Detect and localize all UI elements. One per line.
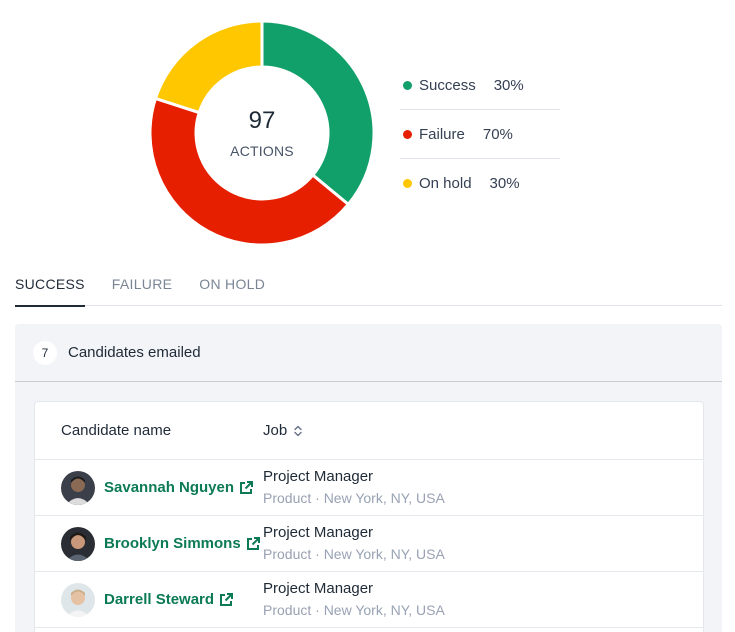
job-title: Project Manager (263, 524, 374, 541)
external-link-icon[interactable] (246, 536, 260, 551)
legend-value: 30% (493, 76, 524, 94)
candidate-cell: Darrell Steward (35, 582, 263, 617)
legend-item-on-hold: On hold 30% (400, 159, 560, 208)
column-header-job-label: Job (263, 422, 288, 439)
table-header: Candidate name Job (35, 402, 703, 460)
donut-center: 97 ACTIONS (149, 20, 375, 246)
donut-segment-failure (149, 96, 351, 246)
legend-value: 70% (482, 125, 513, 143)
status-tabs: SUCCESS FAILURE ON HOLD (15, 262, 722, 307)
job-cell: Project Manager Product · New York, NY, … (263, 580, 445, 619)
external-link-icon[interactable] (239, 480, 254, 495)
job-details: Product · New York, NY, USA (263, 602, 445, 618)
avatar (61, 582, 95, 617)
tab-success[interactable]: SUCCESS (15, 262, 85, 307)
tab-failure[interactable]: FAILURE (111, 276, 173, 292)
panel-header: 7 Candidates emailed (15, 324, 722, 382)
chart-legend: Success 30% Failure 70% On hold 30% (400, 61, 560, 208)
candidate-cell: Savannah Nguyen (35, 470, 263, 505)
actions-count: 97 (248, 107, 276, 134)
column-header-candidate-name: Candidate name (61, 422, 172, 439)
job-cell: Project Manager Product · New York, NY, … (263, 468, 445, 507)
donut-segment-success (260, 20, 375, 207)
column-header-job[interactable]: Job (263, 422, 303, 439)
on-hold-dot-icon (403, 179, 412, 188)
donut-segment-on-hold (153, 20, 264, 115)
candidates-table: Candidate name Job (34, 401, 704, 632)
tab-on-hold[interactable]: ON HOLD (199, 276, 266, 292)
legend-item-success: Success 30% (400, 61, 560, 110)
table-row: Savannah Nguyen Project Manager Product … (35, 460, 703, 516)
legend-value: 30% (489, 175, 520, 192)
avatar (61, 470, 95, 505)
candidate-name-link[interactable]: Savannah Nguyen (104, 479, 235, 496)
candidate-cell: Brooklyn Simmons (35, 526, 263, 561)
job-title: Project Manager (263, 468, 374, 485)
job-cell: Project Manager Product · New York, NY, … (263, 524, 445, 563)
legend-label: Success (419, 76, 476, 94)
legend-item-failure: Failure 70% (400, 110, 560, 159)
actions-donut-chart: 97 ACTIONS (149, 20, 375, 246)
success-dot-icon (403, 80, 412, 90)
table-row: Darrell Steward Project Manager Product … (35, 572, 703, 628)
failure-dot-icon (403, 129, 412, 139)
legend-label: On hold (419, 175, 472, 192)
count-badge: 7 (33, 340, 57, 365)
panel-title: Candidates emailed (68, 344, 201, 361)
avatar (61, 526, 95, 561)
table-row: Brooklyn Simmons Project Manager Product… (35, 516, 703, 572)
external-link-icon[interactable] (219, 592, 234, 607)
candidate-name-link[interactable]: Brooklyn Simmons (104, 535, 241, 552)
job-details: Product · New York, NY, USA (263, 490, 445, 506)
candidate-name-link[interactable]: Darrell Steward (104, 591, 215, 608)
sort-icon[interactable] (293, 425, 303, 437)
donut-svg (149, 20, 375, 246)
legend-label: Failure (419, 125, 465, 143)
job-title: Project Manager (263, 580, 374, 597)
actions-caption: ACTIONS (230, 143, 294, 159)
job-details: Product · New York, NY, USA (263, 546, 445, 562)
candidates-panel: 7 Candidates emailed Candidate name Job (15, 324, 722, 632)
